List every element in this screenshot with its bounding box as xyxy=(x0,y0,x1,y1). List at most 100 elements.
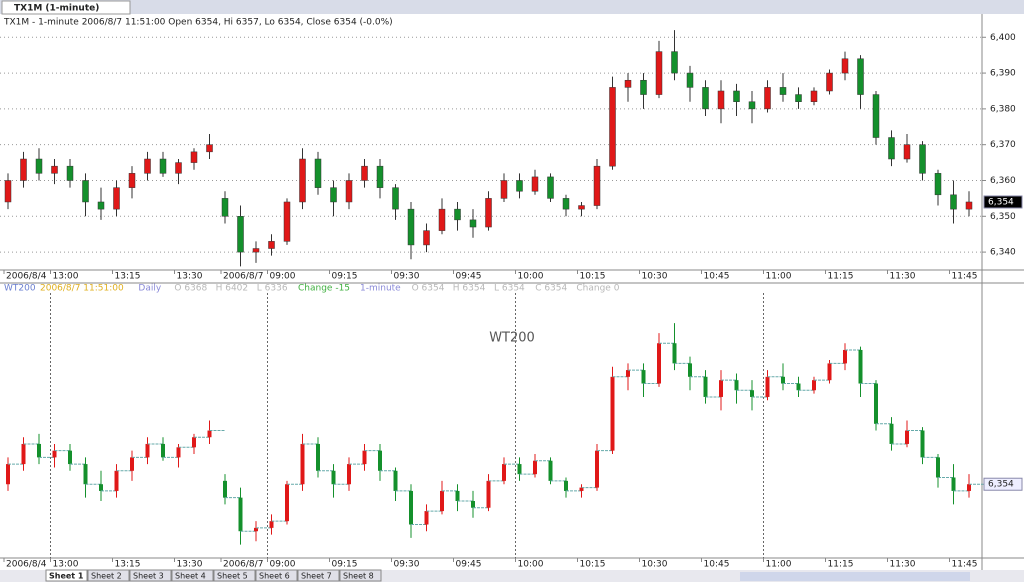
candle-body xyxy=(485,198,492,228)
bar-body xyxy=(595,450,599,488)
bar-body xyxy=(285,484,289,522)
bar-body xyxy=(254,527,258,532)
candle-body xyxy=(717,90,725,110)
candle-body xyxy=(872,94,880,138)
bar-body xyxy=(951,477,956,491)
x-tick-label: 2006/8/7 xyxy=(223,560,263,570)
candle-body xyxy=(159,158,167,174)
x-tick-label: 10:00 xyxy=(518,272,544,282)
candle-body xyxy=(500,180,508,199)
y-tick-label: 6,350 xyxy=(990,212,1016,222)
sheet-tab[interactable] xyxy=(171,569,214,582)
lower-panel-title: WT200 xyxy=(489,331,535,346)
x-tick-label: 09:45 xyxy=(456,560,482,570)
candle-body xyxy=(454,208,461,221)
x-tick-label: 2006/8/4 xyxy=(6,272,47,282)
candle-body xyxy=(407,208,415,246)
candle-body xyxy=(655,51,663,95)
candle-body xyxy=(423,230,430,246)
candle-body xyxy=(190,151,198,163)
bar-body xyxy=(486,480,491,508)
x-tick-label: 09:30 xyxy=(394,272,420,282)
bar-body xyxy=(827,363,832,381)
sheet-tab[interactable] xyxy=(45,569,88,582)
status-text: H 6402 xyxy=(216,284,249,294)
bar-body xyxy=(765,376,770,397)
candle-body xyxy=(144,158,151,174)
bar-body xyxy=(843,349,847,364)
x-tick-label: 11:30 xyxy=(890,560,916,570)
candle-body xyxy=(733,90,740,102)
bar-body xyxy=(858,349,863,384)
bar-body xyxy=(176,447,181,458)
bar-body xyxy=(641,370,646,384)
candle-body xyxy=(671,51,678,74)
candle-body xyxy=(593,165,601,206)
sheet-tab[interactable] xyxy=(129,569,172,582)
candle-body xyxy=(748,101,756,110)
x-tick-label: 13:30 xyxy=(177,560,203,570)
bar-body xyxy=(703,376,708,397)
status-text: Daily xyxy=(138,284,161,294)
window-tab[interactable] xyxy=(1,0,131,15)
candle-body xyxy=(469,219,477,228)
candle-body xyxy=(221,198,229,217)
y-tick-label: 6,380 xyxy=(990,104,1016,114)
x-tick-label: 09:15 xyxy=(332,272,358,282)
candle-body xyxy=(128,173,136,188)
x-tick-label: 09:00 xyxy=(270,560,296,570)
candle-body xyxy=(237,216,244,253)
candle-body xyxy=(51,165,58,174)
sheet-tab[interactable] xyxy=(255,569,298,582)
status-text: O 6354 xyxy=(412,284,445,294)
bar-body xyxy=(874,383,878,424)
candle-body xyxy=(624,79,632,88)
candle-body xyxy=(20,158,27,181)
sheet-tab-label: Sheet 3 xyxy=(133,572,164,581)
status-text: L 6354 xyxy=(494,284,525,294)
candle-body xyxy=(438,208,446,231)
bar-body xyxy=(223,480,227,498)
bar-body xyxy=(920,430,925,458)
candle-body xyxy=(686,72,694,88)
x-tick-label: 11:45 xyxy=(952,560,978,570)
bar-body xyxy=(502,464,506,481)
scrollbar[interactable] xyxy=(740,572,970,581)
status-text: 2006/8/7 11:51:00 xyxy=(40,284,124,294)
bar-body xyxy=(21,443,26,465)
x-tick-label: 10:45 xyxy=(704,560,730,570)
sheet-tab[interactable] xyxy=(87,569,130,582)
sheet-tab[interactable] xyxy=(297,569,340,582)
last-price-box xyxy=(983,477,1023,491)
candle-body xyxy=(314,158,322,188)
bar-body xyxy=(378,450,382,471)
status-text: WT200 xyxy=(4,284,36,294)
x-tick-label: 11:15 xyxy=(828,272,854,282)
bar-body xyxy=(626,370,630,377)
sheet-tab-label: Sheet 7 xyxy=(301,572,332,581)
x-tick-label: 10:15 xyxy=(580,560,606,570)
bar-body xyxy=(672,343,677,364)
bar-body xyxy=(161,443,165,458)
sheet-tab[interactable] xyxy=(213,569,256,582)
candle-body xyxy=(965,201,973,210)
x-tick-label: 10:30 xyxy=(642,272,668,282)
x-tick-label: 11:00 xyxy=(766,560,792,570)
bar-body xyxy=(734,380,739,391)
bar-body xyxy=(657,343,661,384)
candle-body xyxy=(857,58,864,95)
candle-body xyxy=(252,248,260,253)
candle-body xyxy=(810,90,818,102)
candle-body xyxy=(82,180,89,203)
candle-body xyxy=(4,180,12,203)
x-tick-label: 10:30 xyxy=(642,560,668,570)
candle-body xyxy=(826,72,833,92)
sheet-tab[interactable] xyxy=(339,569,382,582)
x-tick-label: 2006/8/4 xyxy=(6,560,47,570)
candle-body xyxy=(578,205,585,210)
candle-body xyxy=(795,94,802,102)
x-tick-label: 09:15 xyxy=(332,560,358,570)
y-tick-label: 6,340 xyxy=(990,248,1016,258)
candle-body xyxy=(531,176,539,192)
